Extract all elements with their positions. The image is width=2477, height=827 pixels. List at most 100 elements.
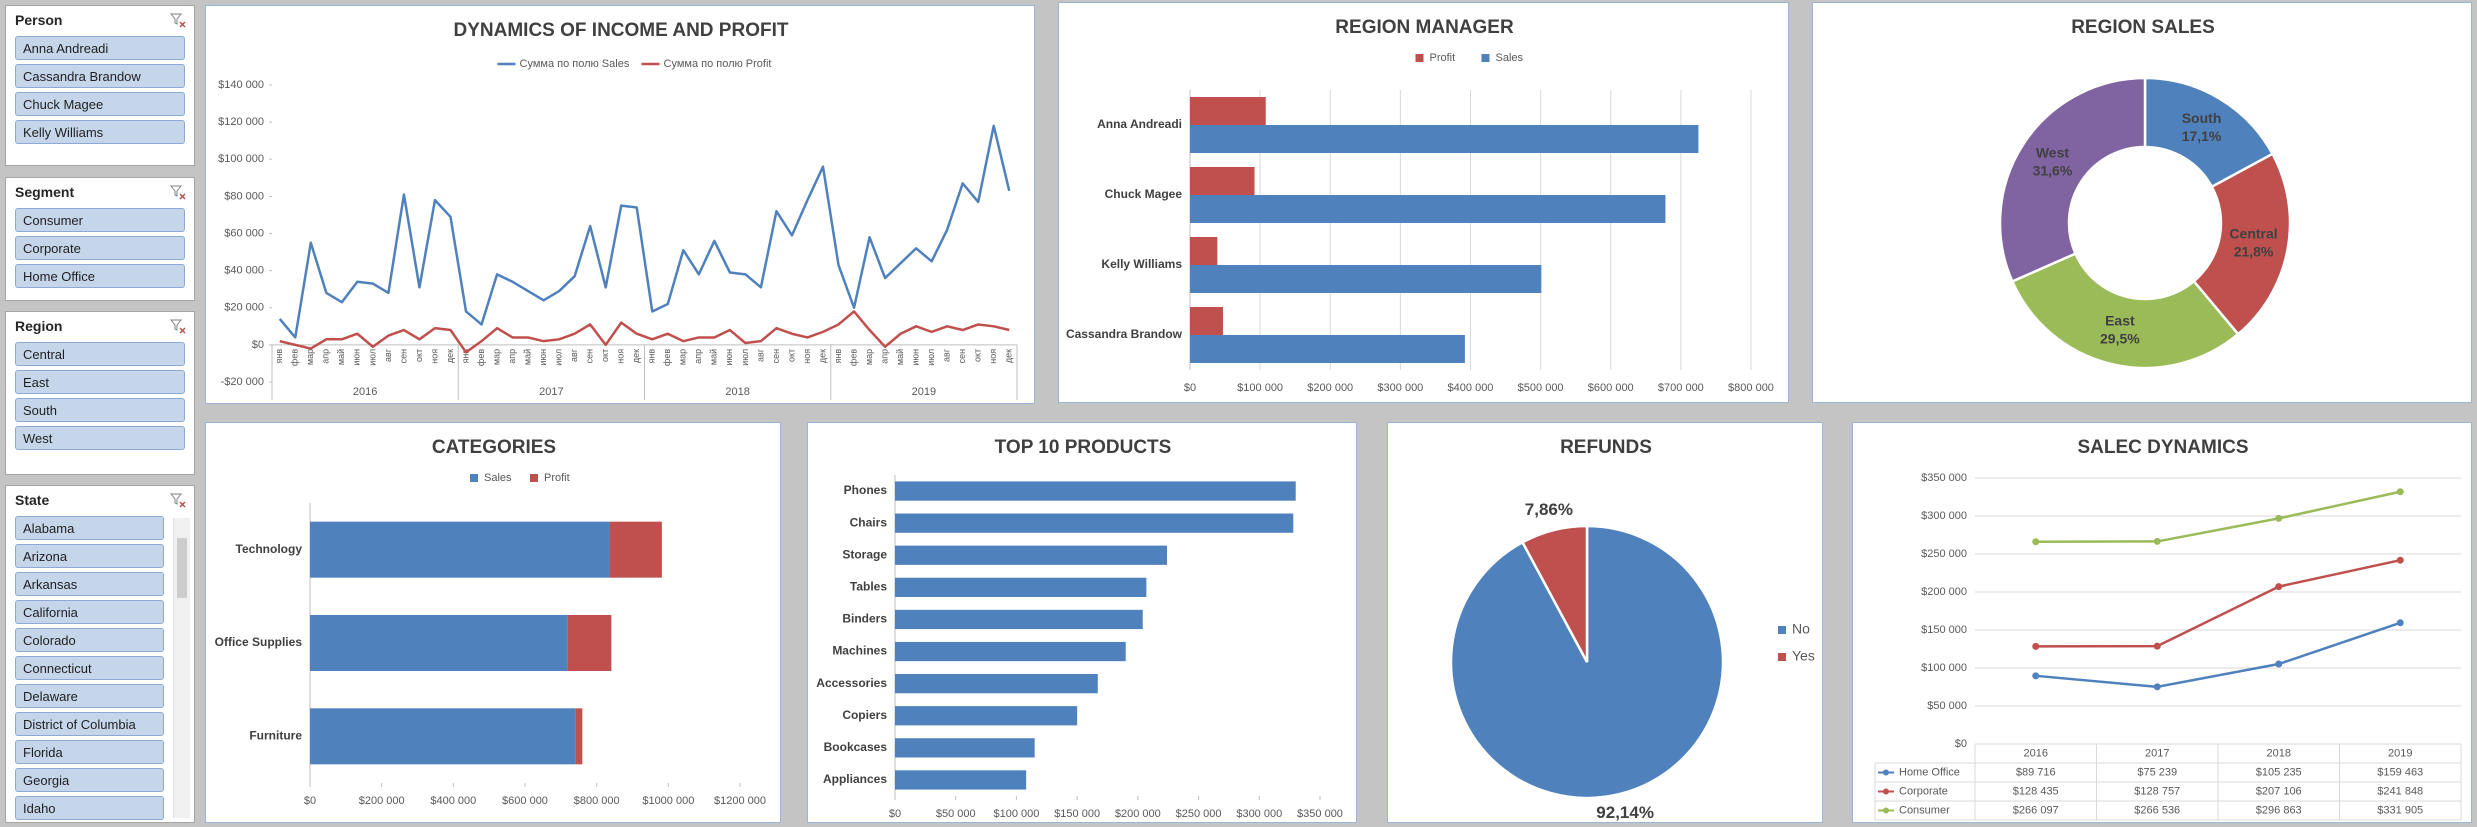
- slicer-item[interactable]: Central: [15, 342, 185, 366]
- x-tick-label: окт: [786, 349, 796, 362]
- scroll-thumb[interactable]: [177, 538, 187, 598]
- legend-swatch: [1778, 653, 1786, 661]
- x-tick-label: окт: [414, 349, 424, 362]
- chart-panel: CATEGORIES $0 $200 000 $400 000 $600 000 $800…: [205, 422, 781, 823]
- x-tick-label: $250 000: [1176, 808, 1222, 820]
- slicer-item[interactable]: Florida: [15, 740, 164, 764]
- x-tick-label: фев: [476, 349, 486, 366]
- clear-filter-button[interactable]: [170, 12, 186, 28]
- filter-icon: [170, 185, 183, 197]
- x-tick-label: мар: [678, 349, 688, 365]
- chart-title: CATEGORIES: [432, 437, 556, 458]
- slicer-item[interactable]: District of Columbia: [15, 712, 164, 736]
- slicer-item[interactable]: Anna Andreadi: [15, 36, 185, 60]
- slicer-item[interactable]: Home Office: [15, 264, 185, 288]
- slicer-item[interactable]: Colorado: [15, 628, 164, 652]
- y-tick-label: Storage: [842, 547, 887, 561]
- y-tick-label: Binders: [842, 612, 887, 626]
- x-tick-label: фев: [662, 349, 672, 366]
- chart-panel: REGION MANAGER $0 $100 000 $200 000 $300 000…: [1058, 2, 1789, 403]
- slicer-item[interactable]: Georgia: [15, 768, 164, 792]
- slicer-item[interactable]: East: [15, 370, 185, 394]
- clear-filter-button[interactable]: [170, 492, 186, 508]
- x-tick-label: фев: [848, 349, 858, 366]
- slicer-item[interactable]: Idaho: [15, 796, 164, 820]
- slicer-item[interactable]: Chuck Magee: [15, 92, 185, 116]
- x-tick-label: апр: [879, 349, 889, 364]
- x-tick-label: сен: [398, 349, 408, 364]
- table-value: $159 463: [2377, 766, 2423, 778]
- x-tick-label: май: [895, 349, 905, 365]
- legend-swatch: [470, 474, 478, 482]
- chart-title: SALEC DYNAMICS: [2077, 437, 2248, 458]
- clear-icon: [179, 193, 186, 200]
- table-header: 2017: [2145, 747, 2169, 759]
- bar: [1190, 125, 1699, 153]
- table-value: $266 536: [2134, 804, 2180, 816]
- y-tick-label: Office Supplies: [215, 635, 303, 649]
- series-line: [2035, 490, 2401, 544]
- x-tick-label: $100 000: [993, 808, 1039, 820]
- x-tick-label: $200 000: [1307, 382, 1353, 394]
- y-tick-label: $140 000: [218, 79, 264, 91]
- x-tick-label: $300 000: [1236, 808, 1282, 820]
- chart: REGION MANAGER $0 $100 000 $200 000 $300 000…: [1066, 17, 1774, 394]
- bar: [567, 615, 612, 671]
- x-tick-label: окт: [973, 349, 983, 362]
- slicer: Segment Consumer Corporate Home Office: [5, 177, 195, 301]
- x-tick-label: $200 000: [359, 795, 405, 807]
- legend-label: Home Office: [1899, 766, 1960, 778]
- x-tick-label: дек: [445, 349, 455, 363]
- slice-name: Central: [2229, 225, 2277, 241]
- bar: [895, 545, 1167, 565]
- y-tick-label: $50 000: [1927, 700, 1967, 712]
- x-tick-label: $150 000: [1054, 808, 1100, 820]
- slicer-item[interactable]: Delaware: [15, 684, 164, 708]
- x-tick-label: $1200 000: [714, 795, 766, 807]
- y-tick-label: $100 000: [218, 153, 264, 165]
- x-tick-label: дек: [817, 349, 827, 363]
- y-tick-label: -$20 000: [221, 376, 264, 388]
- slicer-item[interactable]: Connecticut: [15, 656, 164, 680]
- filter-icon: [170, 319, 183, 331]
- slicer-item[interactable]: California: [15, 600, 164, 624]
- y-tick-label: $80 000: [224, 190, 264, 202]
- slicer-item[interactable]: Alabama: [15, 516, 164, 540]
- x-tick-label: янв: [833, 349, 843, 364]
- x-tick-label: ноя: [429, 349, 439, 364]
- slicer-item[interactable]: Corporate: [15, 236, 185, 260]
- table-value: $105 235: [2256, 766, 2302, 778]
- slicer-item[interactable]: South: [15, 398, 185, 422]
- x-tick-label: июн: [724, 349, 734, 366]
- slicer-item[interactable]: Kelly Williams: [15, 120, 185, 144]
- clear-filter-button[interactable]: [170, 184, 186, 200]
- chart-title: REGION SALES: [2071, 17, 2215, 38]
- x-tick-label: июн: [538, 349, 548, 366]
- x-tick-label: $50 000: [936, 808, 976, 820]
- clear-filter-button[interactable]: [170, 318, 186, 334]
- x-tick-label: апр: [507, 349, 517, 364]
- scrollbar[interactable]: [173, 518, 190, 818]
- legend-swatch: [1883, 769, 1889, 776]
- legend-label: Сумма по полю Profit: [664, 58, 772, 70]
- slicer-item[interactable]: Consumer: [15, 208, 185, 232]
- y-tick-label: Kelly Williams: [1101, 257, 1182, 271]
- slicer-items: Consumer Corporate Home Office: [6, 208, 194, 300]
- y-tick-label: Chairs: [850, 515, 888, 529]
- table-value: $207 106: [2256, 785, 2302, 797]
- y-tick-label: Copiers: [842, 708, 887, 722]
- bar: [1190, 195, 1666, 223]
- x-tick-label: сен: [771, 349, 781, 364]
- x-tick-label: июн: [352, 349, 362, 366]
- slicer-items: Central East South West: [6, 342, 194, 474]
- legend-label: Sales: [484, 472, 512, 484]
- x-tick-label: ноя: [616, 349, 626, 364]
- slicer-item[interactable]: Arkansas: [15, 572, 164, 596]
- bar: [895, 513, 1294, 533]
- slicer-item[interactable]: West: [15, 426, 185, 450]
- series-line: [278, 124, 1011, 339]
- chart-title: DYNAMICS OF INCOME AND PROFIT: [454, 20, 789, 41]
- slicer-item[interactable]: Cassandra Brandow: [15, 64, 185, 88]
- slicer-item[interactable]: Arizona: [15, 544, 164, 568]
- x-tick-label: июн: [910, 349, 920, 366]
